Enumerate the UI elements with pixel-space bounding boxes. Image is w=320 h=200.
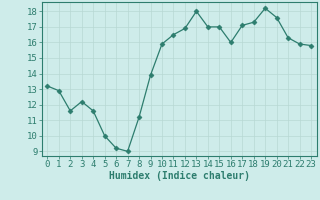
X-axis label: Humidex (Indice chaleur): Humidex (Indice chaleur)	[109, 171, 250, 181]
